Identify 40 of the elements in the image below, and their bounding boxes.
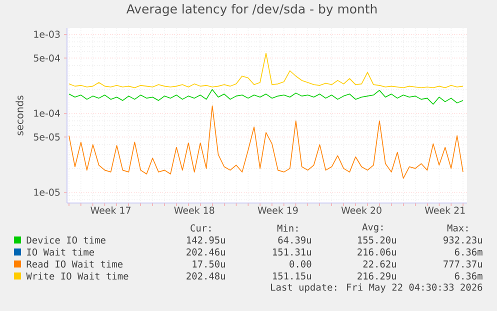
legend-label: Write IO Wait time <box>26 272 128 280</box>
legend-label: Device IO time <box>26 236 106 244</box>
y-tick-label: 5e-04 <box>34 54 60 62</box>
text: 151.31u <box>273 248 311 256</box>
y-tick-label: 1e-05 <box>34 188 60 196</box>
text: Max: <box>447 224 468 232</box>
text: 22.62u <box>363 260 396 268</box>
text: 6.36m <box>454 272 482 280</box>
chart-title: Average latency for /dev/sda - by month <box>126 4 377 16</box>
y-tick-label: 5e-05 <box>34 133 60 141</box>
y-axis-title: seconds <box>16 96 24 136</box>
text: Last update: Fri May 22 04:30:33 2026 <box>271 283 482 293</box>
text: Cur: <box>190 224 211 232</box>
x-tick-label: Week 20 <box>341 206 382 214</box>
text: 142.95u <box>187 236 225 244</box>
text: 216.06u <box>358 248 396 256</box>
text: Min: <box>277 224 298 232</box>
text: 777.37u <box>444 260 482 268</box>
x-tick-label: Week 18 <box>174 206 214 214</box>
text: 17.50u <box>192 260 225 268</box>
text: 202.48u <box>186 272 225 280</box>
line-series <box>68 105 464 179</box>
line-series <box>68 52 464 88</box>
text: 151.15u <box>273 272 311 280</box>
x-tick-label: Week 17 <box>90 206 130 214</box>
text: 6.36m <box>454 248 482 256</box>
text: 0.00 <box>290 260 312 268</box>
legend-label: IO Wait time <box>27 248 94 256</box>
text: Avg: <box>362 224 383 232</box>
text: 155.20u <box>358 236 396 244</box>
y-tick-label: 1e-03 <box>34 30 60 38</box>
legend-label: Read IO Wait time <box>26 260 123 268</box>
x-tick-label: Week 19 <box>258 206 298 214</box>
text: 932.23u <box>444 236 482 244</box>
x-tick-label: Week 21 <box>424 206 465 214</box>
text: 202.46u <box>186 248 225 256</box>
text: 64.39u <box>278 236 311 244</box>
line-series <box>68 89 464 105</box>
text: 216.29u <box>358 272 396 280</box>
y-tick-label: 1e-04 <box>34 110 60 117</box>
